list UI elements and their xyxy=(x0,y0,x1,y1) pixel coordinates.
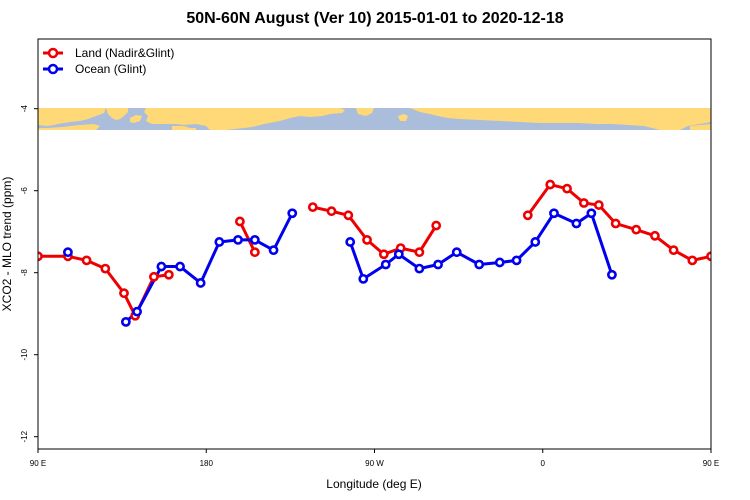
series-line-ocean xyxy=(124,212,294,324)
data-point-land xyxy=(326,206,337,217)
data-point-ocean xyxy=(63,247,73,258)
data-point-land xyxy=(81,255,92,266)
data-point-ocean xyxy=(494,257,505,268)
data-point-ocean xyxy=(393,249,404,260)
map-land-kamchatka-tip xyxy=(130,115,142,123)
data-point-ocean xyxy=(195,278,206,288)
data-point-ocean xyxy=(530,237,541,247)
map-land-east-asia xyxy=(690,124,711,130)
y-axis-label: XCO2 - MLO trend (ppm) xyxy=(0,177,14,312)
data-point-land xyxy=(343,210,354,221)
x-axis-label: Longitude (deg E) xyxy=(326,477,421,491)
data-point-land xyxy=(562,183,572,194)
series-points xyxy=(38,179,750,327)
data-point-land xyxy=(100,263,111,274)
data-point-land xyxy=(119,288,129,299)
plot-frame xyxy=(37,38,712,450)
data-point-ocean xyxy=(474,259,485,270)
map-land-europe xyxy=(410,108,711,130)
data-point-ocean xyxy=(720,249,727,256)
data-point-ocean xyxy=(607,269,617,280)
x-tick-label: 90 E xyxy=(703,459,719,468)
data-point-ocean xyxy=(433,259,443,270)
data-point-land xyxy=(163,269,174,280)
data-point-ocean xyxy=(571,218,582,229)
chart-title: 50N-60N August (Ver 10) 2015-01-01 to 20… xyxy=(186,10,564,27)
data-point-land xyxy=(650,230,660,241)
y-tick-label: -10 xyxy=(20,348,29,360)
data-point-land xyxy=(431,220,442,231)
map-land-eurasia-west xyxy=(38,108,106,126)
map-land-alaska-islands xyxy=(172,126,196,130)
x-tick-label: 0 xyxy=(541,459,546,468)
x-tick-label: 90 W xyxy=(365,459,384,468)
legend-label-land: Land (Nadir&Glint) xyxy=(75,46,174,60)
map-land-north-america xyxy=(144,108,345,130)
data-point-land xyxy=(728,253,735,260)
y-tick-label: -12 xyxy=(20,430,29,442)
data-point-ocean xyxy=(249,234,260,245)
data-point-ocean xyxy=(414,263,425,274)
data-point-ocean xyxy=(268,245,279,256)
data-point-ocean xyxy=(380,259,391,270)
data-point-land xyxy=(414,247,425,258)
data-point-ocean xyxy=(451,247,462,258)
data-point-ocean xyxy=(586,208,597,219)
data-point-land xyxy=(593,200,604,210)
data-point-ocean xyxy=(214,237,225,247)
data-point-ocean xyxy=(175,261,185,272)
data-point-ocean xyxy=(132,306,142,317)
series-line-land xyxy=(526,183,711,262)
data-point-land xyxy=(249,247,260,258)
data-point-ocean xyxy=(287,208,298,219)
axis-ticks: 90 E 180 90 W 0 90 E -4 -6 -8 -10 -12 xyxy=(20,105,719,468)
legend-marker-land xyxy=(47,47,59,59)
legend: Land (Nadir&Glint) Ocean (Glint) xyxy=(43,46,174,76)
data-point-ocean xyxy=(358,273,369,284)
series-line-land xyxy=(238,220,257,253)
data-point-land xyxy=(378,249,389,260)
data-point-ocean xyxy=(120,316,131,327)
data-point-land xyxy=(149,271,159,282)
data-point-land xyxy=(747,257,750,264)
data-point-land xyxy=(668,245,679,256)
data-point-ocean xyxy=(511,255,522,266)
legend-label-ocean: Ocean (Glint) xyxy=(75,62,146,76)
data-point-land xyxy=(631,224,642,235)
map-land-british-isles xyxy=(398,114,408,121)
map-land-areas xyxy=(38,108,711,130)
data-point-land xyxy=(578,198,589,208)
legend-marker-ocean xyxy=(47,63,59,75)
data-point-land xyxy=(610,218,621,229)
data-point-ocean xyxy=(549,208,559,219)
series-lines xyxy=(38,183,711,324)
map-land-kamchatka xyxy=(106,108,128,120)
x-tick-label: 180 xyxy=(200,459,214,468)
map-land-labrador xyxy=(356,108,374,116)
map-land-eurasia-south xyxy=(38,124,100,130)
map-band xyxy=(38,108,711,130)
data-point-land xyxy=(706,251,711,262)
data-point-land xyxy=(362,234,372,245)
data-point-ocean xyxy=(233,234,243,245)
data-point-land xyxy=(522,210,533,221)
x-tick-label: 90 E xyxy=(30,459,46,468)
data-point-land xyxy=(234,216,245,227)
data-point-land xyxy=(307,202,318,212)
data-point-ocean xyxy=(156,261,167,272)
data-point-land xyxy=(545,179,556,190)
data-point-ocean xyxy=(345,237,356,247)
data-point-land xyxy=(687,255,698,266)
y-tick-label: -4 xyxy=(20,105,29,113)
y-tick-label: -8 xyxy=(20,269,29,277)
y-tick-label: -6 xyxy=(20,187,29,195)
